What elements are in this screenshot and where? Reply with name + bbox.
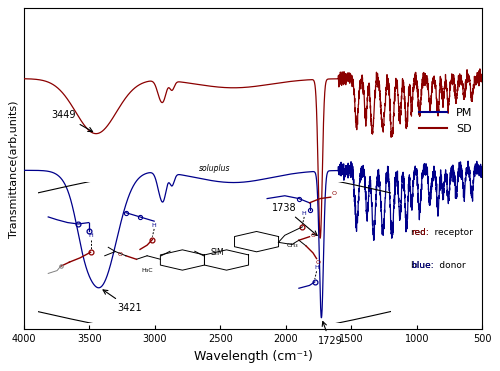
Text: 1738: 1738 — [272, 203, 317, 236]
Text: 1729: 1729 — [318, 322, 342, 346]
Text: 3421: 3421 — [103, 290, 142, 313]
Text: red:: red: — [412, 229, 429, 237]
Text: red:  receptor: red: receptor — [412, 229, 473, 237]
X-axis label: Wavelength (cm⁻¹): Wavelength (cm⁻¹) — [194, 349, 312, 363]
Legend: PM, SD: PM, SD — [415, 104, 477, 138]
Text: 3449: 3449 — [52, 110, 92, 132]
Text: blue:: blue: — [412, 260, 434, 270]
Y-axis label: Transmittance(arb,units): Transmittance(arb,units) — [8, 100, 18, 237]
Text: blue:  donor: blue: donor — [412, 260, 466, 270]
